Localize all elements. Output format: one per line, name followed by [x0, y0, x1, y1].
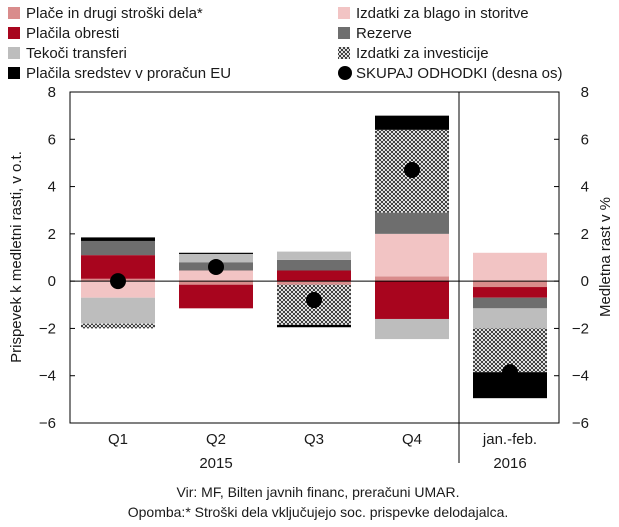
- bar-tekoci-5: [473, 308, 547, 329]
- bar-obresti-4: [375, 281, 449, 319]
- footnote: Opomba:* Stroški dela vključujejo soc. p…: [128, 504, 509, 520]
- total-marker-3: [306, 292, 322, 309]
- y-tick-label-right: −2: [572, 320, 589, 337]
- bar-blago-2: [179, 270, 253, 282]
- year-label-2016: 2016: [493, 455, 526, 472]
- bar-rezerve-3: [277, 259, 351, 271]
- y-axis-title-left: Prispevek k medletni rasti, v o.t.: [8, 151, 25, 363]
- bar-place-5: [473, 281, 547, 288]
- legend-label-tekoci: Tekoči transferi: [26, 45, 127, 62]
- source-note: Vir: MF, Bilten javnih financ, preračuni…: [177, 484, 460, 500]
- bar-place-4: [375, 276, 449, 282]
- bar-investicije-1: [81, 323, 155, 329]
- legend-swatch-rezerve: [338, 27, 350, 39]
- legend-swatch-blago: [338, 7, 350, 19]
- bar-rezerve-5: [473, 297, 547, 309]
- y-tick-label-right: −6: [572, 415, 589, 432]
- y-tick-label-left: 8: [48, 84, 56, 101]
- y-tick-label-left: 2: [48, 226, 56, 243]
- bar-tekoci-4: [375, 318, 449, 340]
- legend-swatch-place: [8, 7, 20, 19]
- y-tick-label-right: 6: [581, 131, 589, 148]
- bar-place-2: [179, 281, 253, 285]
- bar-obresti-3: [277, 270, 351, 282]
- total-markers: [110, 162, 518, 381]
- legend-swatch-tekoci: [8, 47, 20, 59]
- plot-frame: [69, 91, 560, 424]
- x-tick-label: jan.-feb.: [482, 431, 537, 448]
- y-tick-label-left: −4: [39, 368, 56, 385]
- bars: [81, 115, 547, 399]
- legend-label-blago: Izdatki za blago in storitve: [356, 5, 529, 22]
- legend-label-investicije: Izdatki za investicije: [356, 45, 489, 62]
- legend-label-place: Plače in drugi stroški dela*: [26, 5, 203, 22]
- bar-tekoci-1: [81, 297, 155, 324]
- bar-tekoci-3: [277, 251, 351, 260]
- bar-eu-3: [277, 324, 351, 328]
- bar-tekoci-2: [179, 253, 253, 263]
- x-tick-label: Q4: [402, 431, 422, 448]
- y-tick-label-right: 4: [581, 179, 589, 196]
- legend-label-eu: Plačila sredstev v proračun EU: [26, 65, 231, 82]
- legend-swatch-eu: [8, 67, 20, 79]
- y-tick-label-left: −2: [39, 320, 56, 337]
- x-tick-label: Q2: [206, 431, 226, 448]
- y-tick-label-left: 4: [48, 179, 56, 196]
- bar-eu-1: [81, 237, 155, 241]
- y-tick-label-left: 0: [48, 273, 56, 290]
- legend-swatch-skupaj: [338, 66, 352, 80]
- legend-swatch-investicije: [338, 47, 350, 59]
- x-tick-label: Q1: [108, 431, 128, 448]
- y-tick-label-right: 2: [581, 226, 589, 243]
- legend-label-obresti: Plačila obresti: [26, 25, 119, 42]
- legend-swatch-obresti: [8, 27, 20, 39]
- total-marker-5: [502, 364, 518, 381]
- total-marker-2: [208, 258, 224, 275]
- bar-blago-5: [473, 252, 547, 282]
- y-tick-label-left: 6: [48, 131, 56, 148]
- y-axis-title-right: Medletna rast v %: [597, 197, 614, 317]
- x-tick-label: Q3: [304, 431, 324, 448]
- legend-label-rezerve: Rezerve: [356, 25, 412, 42]
- total-marker-4: [404, 162, 420, 179]
- plot-area: −6 −4 −2 0 2 4 6 8 −6 −4 −2 0 2 4 6 8 Q1 Q2 Q3 Q4 jan.-feb. 2…: [39, 84, 589, 472]
- year-label-2015: 2015: [199, 455, 232, 472]
- y-tick-label-right: −4: [572, 368, 589, 385]
- total-marker-1: [110, 273, 126, 290]
- y-tick-label-left: −6: [39, 415, 56, 432]
- bar-eu-2: [179, 252, 253, 254]
- legend: Plače in drugi stroški dela* Izdatki za b…: [8, 5, 562, 82]
- bar-obresti-2: [179, 284, 253, 309]
- bar-obresti-5: [473, 287, 547, 298]
- axes: −6 −4 −2 0 2 4 6 8 −6 −4 −2 0 2 4 6 8 Q1 Q2 Q3 Q4 jan.-feb. 2…: [39, 84, 589, 472]
- bar-eu-4: [375, 115, 449, 130]
- bar-place-3: [277, 281, 351, 285]
- y-tick-label-right: 0: [581, 273, 589, 290]
- bar-rezerve-1: [81, 240, 155, 256]
- bar-blago-4: [375, 233, 449, 277]
- legend-label-skupaj: SKUPAJ ODHODKI (desna os): [356, 65, 562, 82]
- y-tick-label-right: 8: [581, 84, 589, 101]
- bar-blago-1: [81, 281, 155, 298]
- bar-obresti-1: [81, 255, 155, 279]
- bar-rezerve-4: [375, 212, 449, 234]
